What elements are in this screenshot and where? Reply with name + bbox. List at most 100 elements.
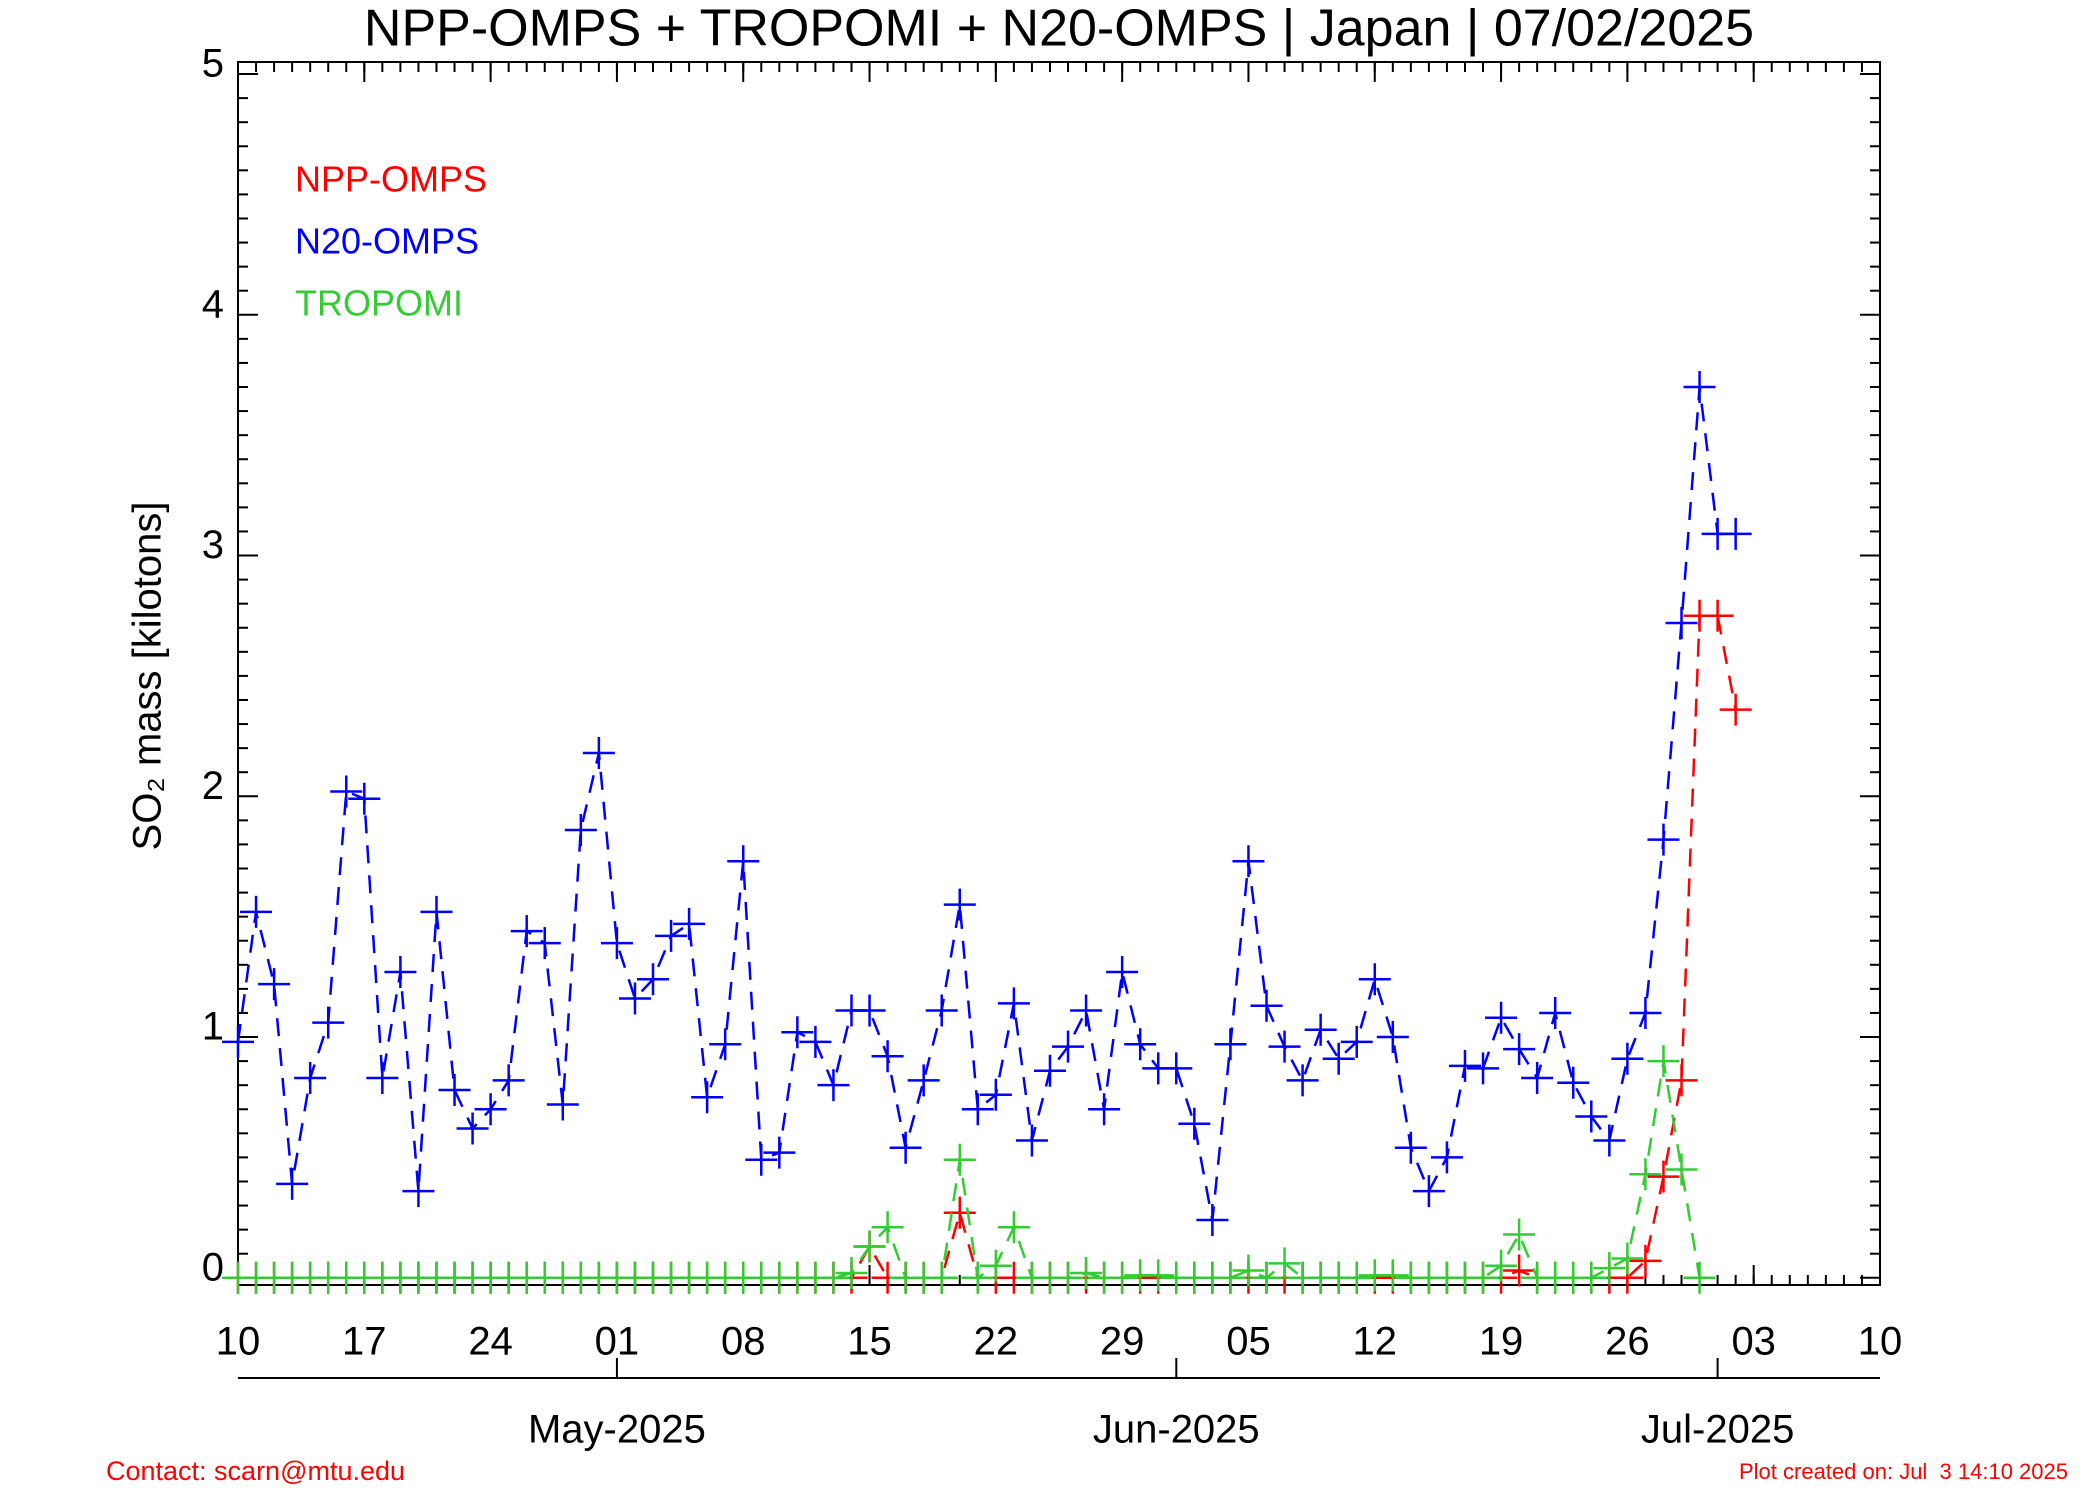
legend-label: NPP-OMPS (295, 159, 487, 200)
marker (1503, 1254, 1536, 1287)
marker (835, 1256, 868, 1289)
marker (474, 1093, 507, 1126)
marker (853, 994, 886, 1027)
marker (907, 1064, 940, 1097)
y-tick-label: 0 (202, 1245, 224, 1289)
marker (691, 1081, 724, 1114)
marker (1701, 599, 1734, 632)
x-tick-label: 15 (847, 1320, 892, 1364)
marker (564, 813, 597, 846)
marker (366, 1061, 399, 1094)
marker (438, 1073, 471, 1106)
marker (817, 1069, 850, 1102)
marker (655, 919, 688, 952)
marker (456, 1112, 489, 1145)
y-tick-label: 4 (202, 282, 224, 326)
marker (1539, 996, 1572, 1029)
marker (1575, 1100, 1608, 1133)
marker (673, 907, 706, 940)
marker (943, 1143, 976, 1176)
marker (1611, 1042, 1644, 1075)
marker (1593, 1252, 1626, 1285)
marker (312, 1006, 345, 1039)
marker (258, 968, 291, 1001)
legend-label: TROPOMI (295, 283, 463, 324)
marker (1070, 994, 1103, 1027)
marker (1665, 1064, 1698, 1097)
marker (1250, 989, 1283, 1022)
x-tick-label: 22 (974, 1320, 1019, 1364)
marker (384, 956, 417, 989)
marker (528, 927, 561, 960)
marker (871, 1211, 904, 1244)
marker (1683, 1261, 1716, 1294)
x-tick-label: 10 (216, 1320, 261, 1364)
marker (1629, 1158, 1662, 1191)
marker (763, 1136, 796, 1169)
contact: Contact: scarn@mtu.edu (106, 1456, 405, 1486)
legend-label: N20-OMPS (295, 221, 479, 262)
marker (781, 1016, 814, 1049)
marker (1214, 1028, 1247, 1061)
marker (709, 1028, 742, 1061)
marker (1340, 1261, 1373, 1294)
marker (1268, 1030, 1301, 1063)
marker (799, 1025, 832, 1058)
marker (961, 1093, 994, 1126)
series-line (238, 614, 1737, 1280)
marker (1448, 1049, 1481, 1082)
marker (546, 1088, 579, 1121)
month-label: Jun-2025 (1093, 1408, 1260, 1452)
marker (1088, 1093, 1121, 1126)
marker (889, 1131, 922, 1164)
marker (925, 1261, 958, 1294)
marker (1268, 1247, 1301, 1280)
marker (853, 1230, 886, 1263)
x-tick-label: 10 (1858, 1320, 1903, 1364)
x-tick-label: 03 (1731, 1320, 1776, 1364)
marker (1719, 693, 1752, 726)
marker (1665, 606, 1698, 639)
marker (1611, 1242, 1644, 1275)
marker (871, 1040, 904, 1073)
marker (1304, 1013, 1337, 1046)
created-note: Plot created on: Jul 3 14:10 2025 (1739, 1459, 2068, 1484)
marker (1178, 1107, 1211, 1140)
marker (1647, 1045, 1680, 1078)
marker (1015, 1124, 1048, 1157)
marker (1683, 371, 1716, 404)
y-tick-label: 5 (202, 42, 224, 86)
marker (1106, 956, 1139, 989)
chart-title: NPP-OMPS + TROPOMI + N20-OMPS | Japan | … (364, 0, 1754, 58)
y-tick-label: 3 (202, 523, 224, 567)
marker (348, 782, 381, 815)
marker (1052, 1261, 1085, 1294)
marker (745, 1143, 778, 1176)
marker (582, 736, 615, 769)
marker (420, 895, 453, 928)
marker (1160, 1052, 1193, 1085)
marker (1376, 1021, 1409, 1054)
marker (925, 994, 958, 1027)
marker (1412, 1175, 1445, 1208)
x-tick-label: 05 (1226, 1320, 1271, 1364)
marker (1376, 1259, 1409, 1292)
marker (1142, 1259, 1175, 1292)
month-label: May-2025 (528, 1408, 706, 1452)
marker (637, 963, 670, 996)
marker (1647, 1160, 1680, 1193)
marker (943, 1196, 976, 1229)
marker (1394, 1131, 1427, 1164)
marker (1250, 1261, 1283, 1294)
marker (294, 1061, 327, 1094)
month-label: Jul-2025 (1641, 1408, 1794, 1452)
marker (727, 845, 760, 878)
marker (1467, 1261, 1500, 1294)
plot-frame (237, 61, 1881, 1286)
marker (1322, 1042, 1355, 1075)
marker (979, 1249, 1012, 1282)
marker (240, 895, 273, 928)
series-line (236, 386, 1736, 1221)
marker (1214, 1261, 1247, 1294)
x-tick-label: 12 (1353, 1320, 1398, 1364)
